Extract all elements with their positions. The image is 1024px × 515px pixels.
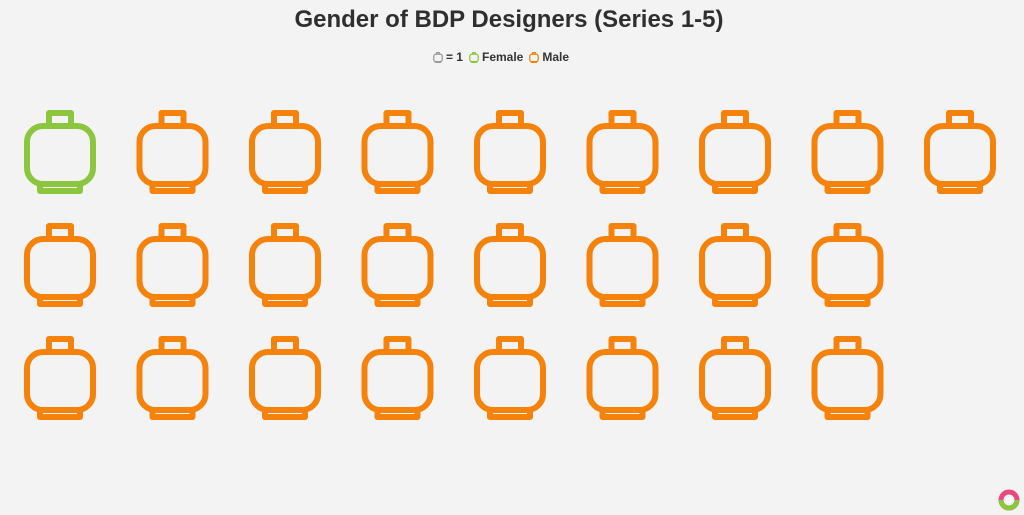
donut-logo-icon — [998, 489, 1020, 511]
legend-item-unit: = 1 — [433, 50, 463, 64]
icon-male — [474, 110, 546, 194]
icon-male — [811, 223, 884, 307]
icon-male — [924, 110, 996, 194]
icon-male — [249, 336, 321, 420]
legend-label-female: Female — [481, 50, 524, 64]
icon-male — [361, 223, 434, 307]
icon-male — [811, 336, 884, 420]
icon-male — [249, 110, 321, 194]
legend-label-male: Male — [542, 50, 570, 64]
icon-male — [136, 223, 209, 307]
icon-male — [361, 110, 434, 194]
icon-female — [24, 110, 96, 194]
icon-male — [699, 336, 771, 420]
icon-male — [24, 336, 96, 420]
icon-male — [136, 110, 209, 194]
icon-male — [586, 110, 659, 194]
icon-male — [586, 336, 659, 420]
legend-unit-label: = 1 — [445, 50, 463, 64]
icon-male — [811, 110, 884, 194]
icon-male — [361, 336, 434, 420]
icon-male — [474, 223, 546, 307]
icon-male — [24, 223, 96, 307]
lego-head-icon — [469, 51, 479, 63]
lego-head-icon — [433, 51, 443, 63]
icon-male — [699, 223, 771, 307]
icon-male — [136, 336, 209, 420]
icon-male — [249, 223, 321, 307]
legend-item-female: Female — [469, 50, 523, 64]
icon-male — [586, 223, 659, 307]
icon-male — [699, 110, 771, 194]
legend: = 1 Female Male — [0, 50, 1002, 64]
lego-head-icon — [529, 51, 540, 63]
legend-item-male: Male — [529, 50, 569, 64]
icon-male — [474, 336, 546, 420]
chart-title: Gender of BDP Designers (Series 1-5) — [294, 6, 724, 33]
